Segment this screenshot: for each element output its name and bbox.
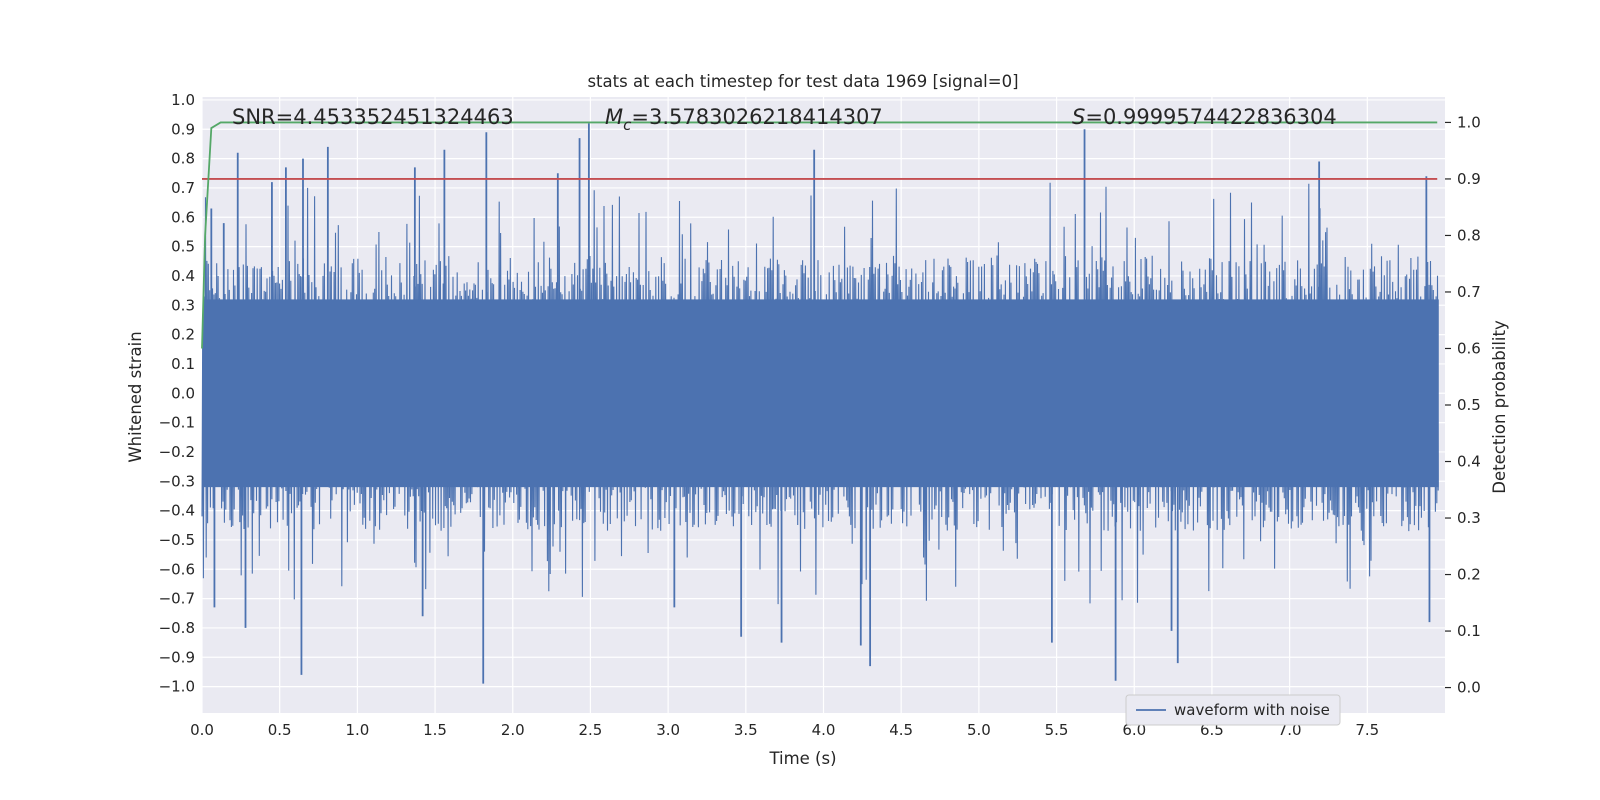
legend-label: waveform with noise <box>1174 701 1330 719</box>
y-tick-label: 0.9 <box>171 120 195 138</box>
y2-tick-label: 0.4 <box>1457 453 1481 471</box>
chirp-mass-subscript: c <box>623 116 632 134</box>
x-tick-label: 1.5 <box>423 721 447 739</box>
y2-tick-label: 0.5 <box>1457 396 1481 414</box>
x-tick-label: 2.5 <box>579 721 603 739</box>
y-tick-label: 0.7 <box>171 179 195 197</box>
y-axis-ticks: 1.0 0.9 0.8 0.7 0.6 0.5 0.4 0.3 0.2 0.1 0.0 −0.1 −0.… <box>159 91 195 696</box>
x-tick-label: 5.5 <box>1045 721 1069 739</box>
y-tick-label: −0.4 <box>159 502 195 520</box>
y2-tick-label: 0.7 <box>1457 283 1481 301</box>
y-tick-label: −0.8 <box>159 619 195 637</box>
score-annotation: S=0.9999574422836304 <box>1072 105 1337 129</box>
y-tick-label: −0.6 <box>159 560 195 578</box>
x-tick-label: 3.0 <box>656 721 680 739</box>
y2-tick-label: 1.0 <box>1457 113 1481 131</box>
chirp-mass-symbol: M <box>605 105 623 129</box>
chirp-mass-annotation: Mc=3.5783026218414307 <box>605 105 883 134</box>
x-tick-label: 5.0 <box>967 721 991 739</box>
y2-axis-label: Detection probability <box>1490 320 1509 494</box>
waveform-series <box>201 123 1439 684</box>
y-tick-label: 0.4 <box>171 267 195 285</box>
x-tick-label: 0.5 <box>268 721 292 739</box>
y-tick-label: −0.7 <box>159 590 195 608</box>
y2-tick-label: 0.8 <box>1457 226 1481 244</box>
snr-annotation: SNR=4.453352451324463 <box>232 105 514 129</box>
legend-box <box>1125 694 1341 726</box>
detection-probability-line <box>201 121 1438 349</box>
x-tick-label: 0.0 <box>190 721 214 739</box>
score-symbol: S <box>1072 105 1085 129</box>
y-tick-label: −0.1 <box>159 414 195 432</box>
y2-tick-label: 0.6 <box>1457 339 1481 357</box>
y2-tick-label: 0.9 <box>1457 170 1481 188</box>
y2-tick-label: 0.1 <box>1457 622 1481 640</box>
y-tick-label: −0.3 <box>159 472 195 490</box>
y-tick-label: −0.5 <box>159 531 195 549</box>
y-tick-label: −1.0 <box>159 678 195 696</box>
x-tick-label: 4.0 <box>812 721 836 739</box>
chirp-mass-value: =3.5783026218414307 <box>631 105 882 129</box>
y2-tick-label: 0.2 <box>1457 566 1481 584</box>
legend: waveform with noise <box>1125 694 1341 726</box>
x-tick-label: 4.5 <box>889 721 913 739</box>
y2-axis-ticks: 1.0 0.9 0.8 0.7 0.6 0.5 0.4 0.3 0.2 0.1 0.0 <box>1445 113 1481 697</box>
y-tick-label: 0.2 <box>171 326 195 344</box>
y-tick-label: 0.0 <box>171 384 195 402</box>
y-tick-label: 0.3 <box>171 296 195 314</box>
y2-tick-label: 0.0 <box>1457 679 1481 697</box>
score-value: =0.9999574422836304 <box>1085 105 1336 129</box>
chart-title: stats at each timestep for test data 196… <box>587 72 1018 91</box>
x-tick-label: 3.5 <box>734 721 758 739</box>
y-tick-label: −0.9 <box>159 648 195 666</box>
y-tick-label: 0.1 <box>171 355 195 373</box>
x-tick-label: 2.0 <box>501 721 525 739</box>
waveform-dense-core <box>203 299 1439 488</box>
y-tick-label: −0.2 <box>159 443 195 461</box>
y-tick-label: 0.5 <box>171 238 195 256</box>
y-tick-label: 0.8 <box>171 150 195 168</box>
x-tick-label: 1.0 <box>345 721 369 739</box>
y-tick-label: 1.0 <box>171 91 195 109</box>
y-axis-label: Whitened strain <box>126 331 145 462</box>
x-tick-label: 7.5 <box>1355 721 1379 739</box>
x-axis-label: Time (s) <box>768 749 836 768</box>
probability-series-group <box>201 121 1438 349</box>
y-tick-label: 0.6 <box>171 208 195 226</box>
y2-tick-label: 0.3 <box>1457 509 1481 527</box>
